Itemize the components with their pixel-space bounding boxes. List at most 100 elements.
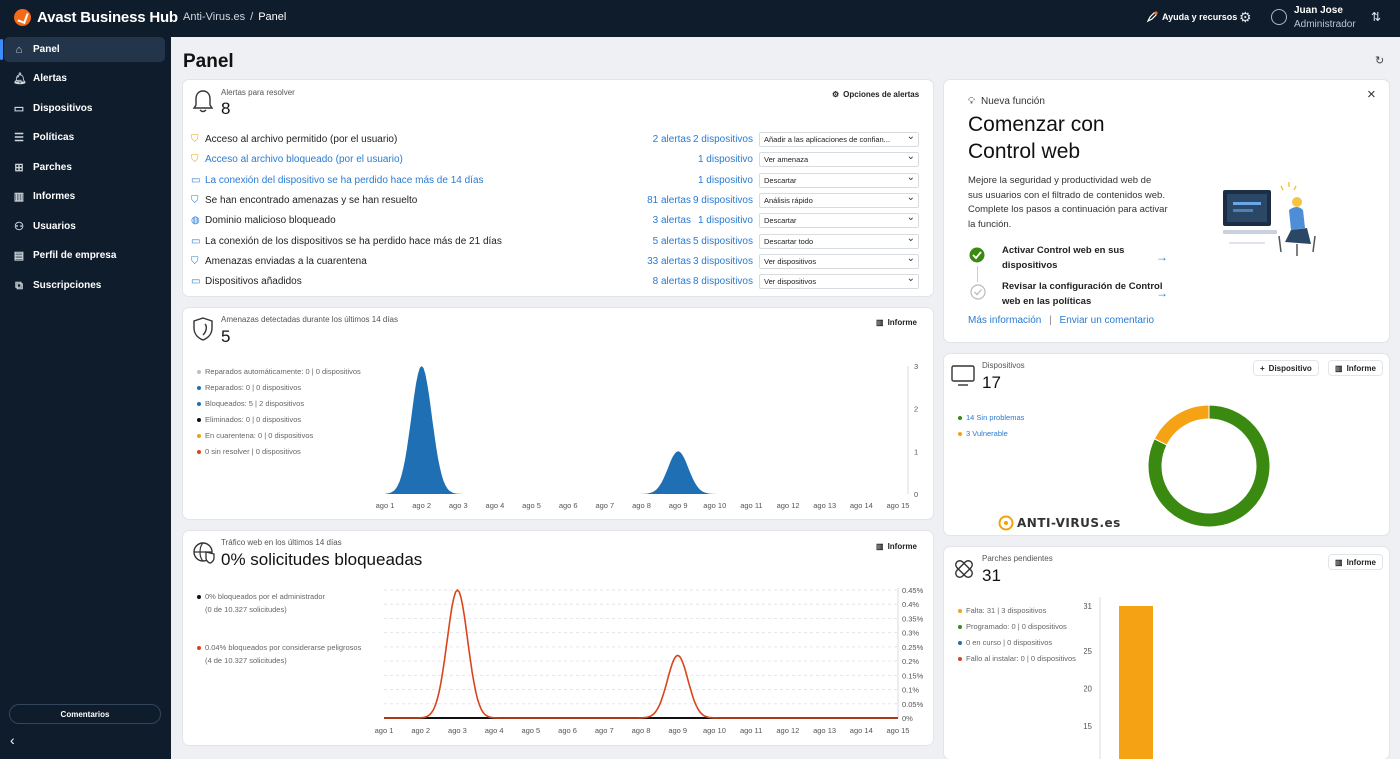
alert-count-link[interactable]: 5 alertas	[652, 235, 691, 247]
alert-options-button[interactable]: ⚙ Opciones de alertas	[832, 90, 919, 99]
alert-count-link[interactable]: 33 alertas	[647, 255, 691, 267]
alert-row[interactable]: ▭ Dispositivos añadidos 8 alertas 8 disposi…	[191, 273, 926, 291]
x-tick-label: ago 12	[777, 501, 800, 510]
breadcrumb-company[interactable]: Anti-Virus.es	[183, 11, 246, 23]
sidebar-item-label: Parches	[33, 162, 72, 173]
alert-devices-link[interactable]: 3 dispositivos	[692, 255, 753, 267]
sidebar-item-dispositivos[interactable]: ▭ Dispositivos	[4, 96, 165, 121]
devices-report-button[interactable]: ▥ Informe	[1328, 360, 1383, 376]
alert-row[interactable]: ⛉ Se han encontrado amenazas y se han res…	[191, 192, 926, 210]
y-tick-label: 0.2%	[902, 657, 919, 666]
sidebar-item-alertas[interactable]: 🔔︎ Alertas	[4, 66, 165, 91]
alert-count-link[interactable]: 8 alertas	[652, 276, 691, 288]
alert-devices-link[interactable]: 9 dispositivos	[692, 194, 753, 206]
close-icon[interactable]: ×	[1367, 86, 1376, 103]
alert-count-link[interactable]: 2 alertas	[652, 134, 691, 145]
sidebar-item-suscripciones[interactable]: ⧉ Suscripciones	[4, 273, 165, 298]
sidebar-item-usuarios[interactable]: ⚇ Usuarios	[4, 214, 165, 239]
refresh-icon[interactable]: ↻	[1375, 55, 1385, 67]
web-report-button[interactable]: ▥ Informe	[876, 542, 917, 551]
help-resources-button[interactable]: Ayuda y recursos	[1146, 11, 1237, 23]
alert-action-select[interactable]: Añadir a las aplicaciones de confian...	[759, 132, 919, 147]
more-info-link[interactable]: Más información	[968, 315, 1042, 326]
x-tick-label: ago 10	[703, 726, 726, 735]
sidebar-item-panel[interactable]: ⌂ Panel	[0, 37, 165, 62]
sidebar-item-politicas[interactable]: ☰ Políticas	[4, 125, 165, 150]
alert-text: La conexión de los dispositivos se ha pe…	[205, 235, 502, 247]
x-tick-label: ago 7	[595, 726, 614, 735]
alert-action-select[interactable]: Análisis rápido	[759, 192, 919, 208]
alert-row[interactable]: ⛉ Acceso al archivo bloqueado (por el usu…	[191, 151, 926, 169]
sidebar-item-label: Dispositivos	[33, 103, 93, 114]
send-feedback-link[interactable]: Enviar un comentario	[1059, 315, 1155, 326]
sidebar-item-informes[interactable]: ▥ Informes	[4, 184, 165, 209]
collapse-sidebar-icon[interactable]: ‹	[10, 732, 15, 748]
web-caption: Tráfico web en los últimos 14 días	[221, 538, 342, 547]
sidebar-item-parches[interactable]: ⊞ Parches	[4, 155, 165, 180]
avatar[interactable]	[1271, 9, 1287, 25]
alert-devices-link[interactable]: 1 dispositivo	[697, 154, 753, 166]
sidebar-item-label: Panel	[33, 44, 60, 55]
y-tick-label: 0.05%	[902, 700, 924, 709]
legend-text: 3 Vulnerable	[966, 429, 1008, 438]
user-menu[interactable]: Juan Jose Administrador	[1294, 4, 1356, 32]
devices-legend-item[interactable]: 3 Vulnerable	[958, 429, 1008, 438]
alert-action-select[interactable]: Descartar todo	[759, 233, 919, 249]
alert-action-select[interactable]: Ver dispositivos	[759, 253, 919, 269]
patches-report-button[interactable]: ▥ Informe	[1328, 554, 1383, 570]
alert-row[interactable]: ⛉ Acceso al archivo permitido (por el usu…	[191, 131, 926, 149]
add-device-button[interactable]: + Dispositivo	[1253, 360, 1319, 376]
x-tick-label: ago 10	[703, 501, 726, 510]
alert-count-link[interactable]: 3 alertas	[652, 215, 691, 227]
alert-text[interactable]: Acceso al archivo bloqueado (por el usua…	[205, 154, 403, 166]
arrow-right-icon[interactable]: →	[1156, 286, 1168, 300]
alert-row[interactable]: ⛉ Amenazas enviadas a la cuarentena 33 ale…	[191, 253, 926, 271]
gear-icon[interactable]: ⚙	[1239, 9, 1252, 25]
y-tick-label: 0.25%	[902, 643, 924, 652]
alert-action-select[interactable]: Descartar	[759, 172, 919, 188]
bar-missing-patches	[1119, 606, 1153, 759]
alert-devices-link[interactable]: 5 dispositivos	[692, 235, 753, 247]
sidebar-item-perfil-empresa[interactable]: ▤ Perfil de empresa	[4, 243, 165, 268]
promo-title-line: Comenzar con	[968, 113, 1105, 136]
promo-links: Más información | Enviar un comentario	[968, 315, 1154, 326]
alert-action-select[interactable]: Ver amenaza	[759, 152, 919, 168]
threats-report-button[interactable]: ▥ Informe	[876, 318, 917, 327]
alert-row[interactable]: ▭ La conexión de los dispositivos se ha p…	[191, 233, 926, 251]
alert-text[interactable]: La conexión del dispositivo se ha perdid…	[205, 174, 484, 186]
alert-action-select[interactable]: Ver dispositivos	[759, 274, 919, 290]
sidebar-item-label: Alertas	[33, 73, 67, 84]
alert-devices-link[interactable]: 1 dispositivo	[697, 215, 753, 227]
alert-row[interactable]: ▭ La conexión del dispositivo se ha perdi…	[191, 172, 926, 190]
brand-logo[interactable]: Avast Business Hub	[14, 9, 178, 26]
y-tick-label: 25	[1084, 647, 1093, 656]
y-tick-label: 0.4%	[902, 600, 919, 609]
monitor-icon: ▭	[13, 102, 25, 115]
alert-row[interactable]: ◍ Dominio malicioso bloqueado 3 alertas 1 d…	[191, 212, 926, 230]
promo-step-2[interactable]: Revisar la configuración de Control web …	[1002, 279, 1162, 309]
sync-icon[interactable]: ⇅	[1371, 10, 1382, 24]
globe-shield-icon	[193, 542, 215, 564]
feedback-button[interactable]: Comentarios	[9, 704, 161, 724]
legend-text: Fallo al instalar: 0 | 0 dispositivos	[966, 654, 1076, 663]
legend-dot	[197, 418, 201, 423]
sidebar-item-label: Informes	[33, 191, 76, 202]
x-tick-label: ago 9	[669, 501, 688, 510]
legend-text: Reparados: 0 | 0 dispositivos	[205, 383, 302, 392]
patches-card: Parches pendientes 31 ▥ Informe Falta: 3…	[944, 547, 1389, 759]
promo-step-1[interactable]: Activar Control web en sus dispositivos	[1002, 243, 1124, 273]
alert-devices-link[interactable]: 1 dispositivo	[697, 174, 753, 186]
devices-legend-item[interactable]: 14 Sin problemas	[958, 413, 1024, 422]
alert-count-link[interactable]: 81 alertas	[647, 194, 691, 206]
alert-devices-link[interactable]: 8 dispositivos	[692, 276, 753, 288]
alerts-count: 8	[221, 99, 231, 118]
page-title: Panel	[183, 51, 234, 72]
arrow-right-icon[interactable]: →	[1156, 250, 1168, 264]
legend-dot	[197, 386, 201, 391]
step-text: Revisar la configuración de Control	[1002, 281, 1163, 292]
legend-dot	[958, 432, 962, 437]
x-tick-label: ago 15	[887, 726, 910, 735]
alert-action-select[interactable]: Descartar	[759, 213, 919, 229]
alert-devices-link[interactable]: 2 dispositivos	[692, 134, 753, 145]
report-label: Informe	[1346, 557, 1376, 567]
